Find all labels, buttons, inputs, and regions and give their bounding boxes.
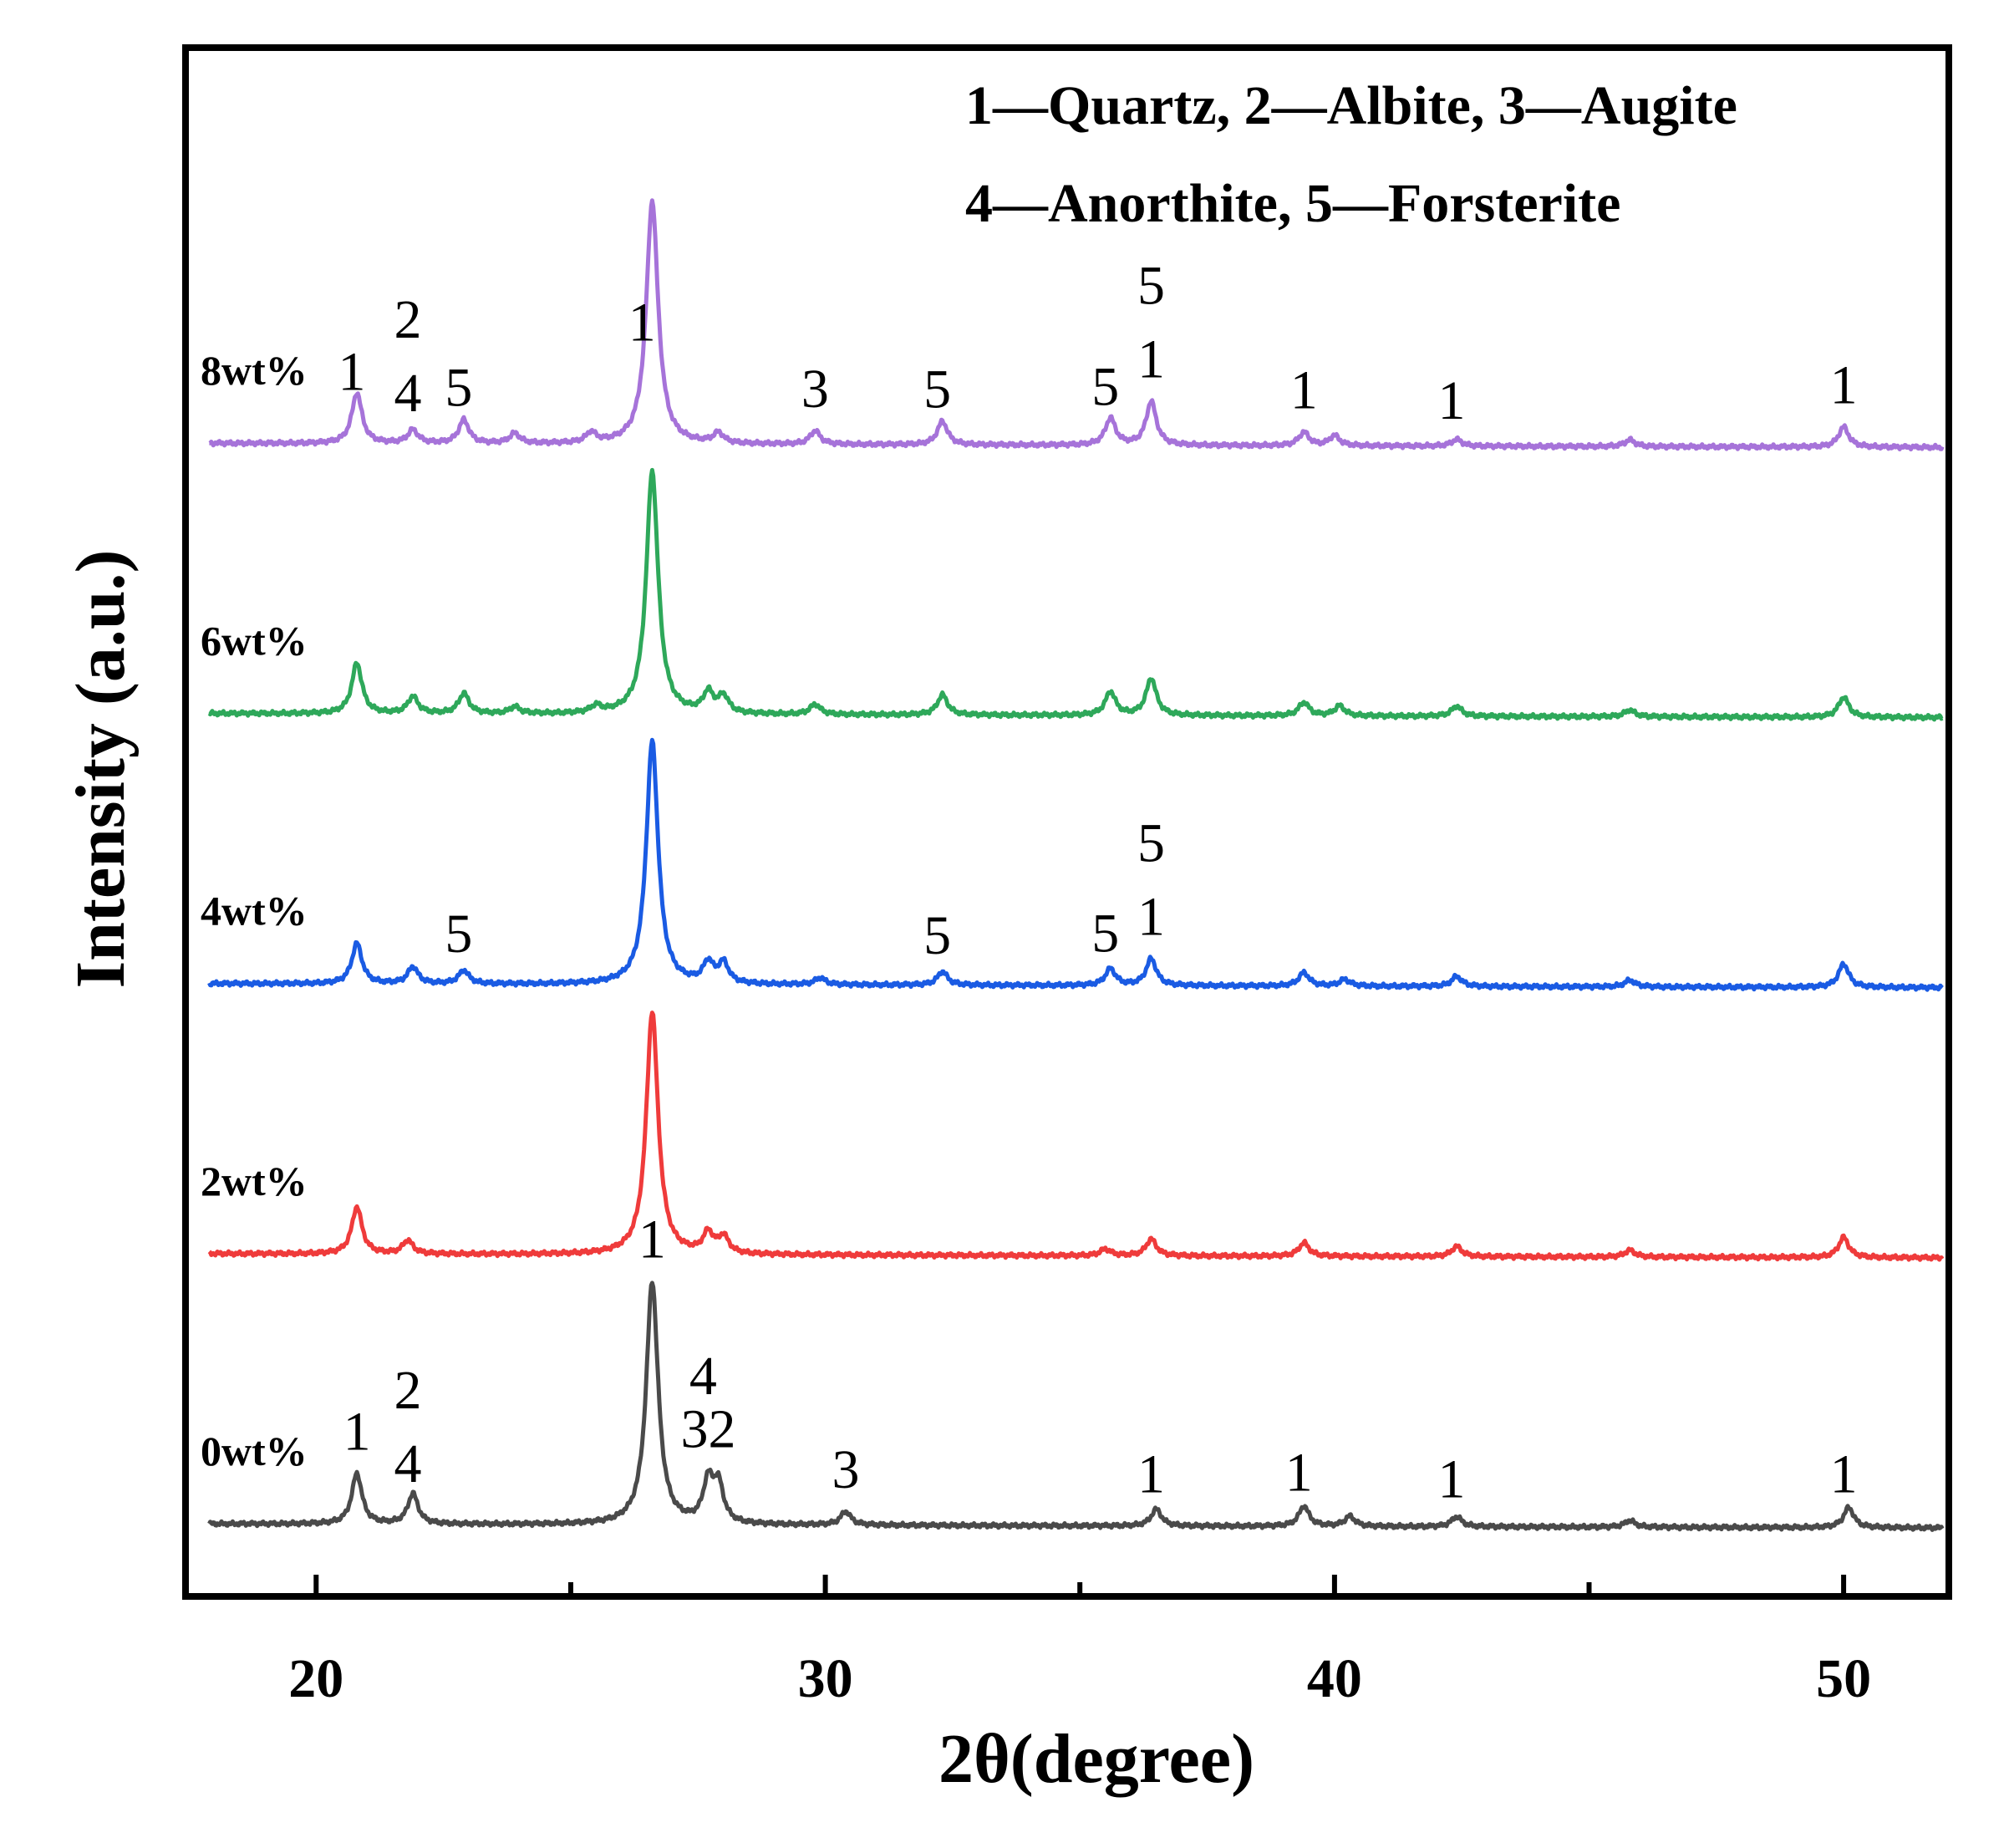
peak-label: 1 xyxy=(1290,360,1318,421)
series-line-8wtpct xyxy=(208,198,1945,452)
series-layer xyxy=(207,198,1945,1532)
peak-label: 5 xyxy=(1091,904,1119,965)
peak-label: 1 xyxy=(1438,370,1466,431)
peak-label: 1 xyxy=(343,1401,371,1462)
peak-label: 1 xyxy=(1137,1444,1165,1505)
x-tick-label: 30 xyxy=(798,1648,853,1709)
plot-frame xyxy=(182,44,1952,1600)
peak-label: 5 xyxy=(445,904,472,965)
peak-label: 3 xyxy=(801,359,829,420)
peak-label: 4 xyxy=(394,1433,422,1494)
peak-label: 5 xyxy=(445,357,472,418)
legend: 1—Quartz, 2—Albite, 3—Augite 4—Anorthite… xyxy=(965,75,1737,234)
peak-label: 1 xyxy=(338,342,366,403)
legend-line-1: 1—Quartz, 2—Albite, 3—Augite xyxy=(965,75,1737,136)
peak-label: 5 xyxy=(1091,357,1119,418)
peak-label: 4 xyxy=(689,1346,717,1407)
series-line-4wtpct xyxy=(207,737,1944,992)
series-line-6wtpct xyxy=(207,467,1944,722)
x-tick-label: 20 xyxy=(288,1648,343,1709)
peak-label: 3 xyxy=(832,1439,860,1500)
x-axis-ticks: 20 30 40 50 xyxy=(288,1575,1871,1709)
peak-label: 1 xyxy=(1830,1443,1858,1504)
x-tick-label: 40 xyxy=(1307,1648,1362,1709)
peak-label: 1 xyxy=(638,1209,666,1270)
peak-label: 1 xyxy=(1137,329,1165,390)
peak-label: 5 xyxy=(923,905,951,966)
x-axis-title: 2θ(degree) xyxy=(938,1720,1254,1798)
peak-label: 1 xyxy=(1285,1443,1313,1504)
peak-label: 5 xyxy=(923,359,951,420)
peak-label: 1 xyxy=(1137,887,1165,948)
series-line-0wtpct xyxy=(207,1280,1945,1532)
peak-label: 5 xyxy=(1137,813,1165,874)
peak-label: 5 xyxy=(1137,256,1165,317)
legend-line-2: 4—Anorthite, 5—Forsterite xyxy=(965,173,1620,234)
peak-label: 2 xyxy=(394,1360,422,1421)
peak-label: 4 xyxy=(394,363,422,424)
peak-label: 2 xyxy=(394,289,422,350)
y-axis-title: Intensity (a.u.) xyxy=(62,549,140,988)
series-label-6wtpct: 6wt% xyxy=(201,617,308,664)
series-label-layer: 0wt% 2wt% 4wt% 6wt% 8wt% xyxy=(201,347,308,1474)
series-label-2wtpct: 2wt% xyxy=(201,1158,308,1204)
series-label-0wtpct: 0wt% xyxy=(201,1428,308,1474)
peak-label: 1 xyxy=(1830,355,1858,416)
x-tick-label: 50 xyxy=(1816,1648,1871,1709)
series-line-2wtpct xyxy=(207,1011,1945,1262)
series-label-4wtpct: 4wt% xyxy=(201,888,308,934)
peak-label: 32 xyxy=(681,1399,736,1460)
peak-label: 1 xyxy=(628,293,656,354)
peak-label: 1 xyxy=(1438,1448,1466,1509)
series-label-8wtpct: 8wt% xyxy=(201,347,308,394)
